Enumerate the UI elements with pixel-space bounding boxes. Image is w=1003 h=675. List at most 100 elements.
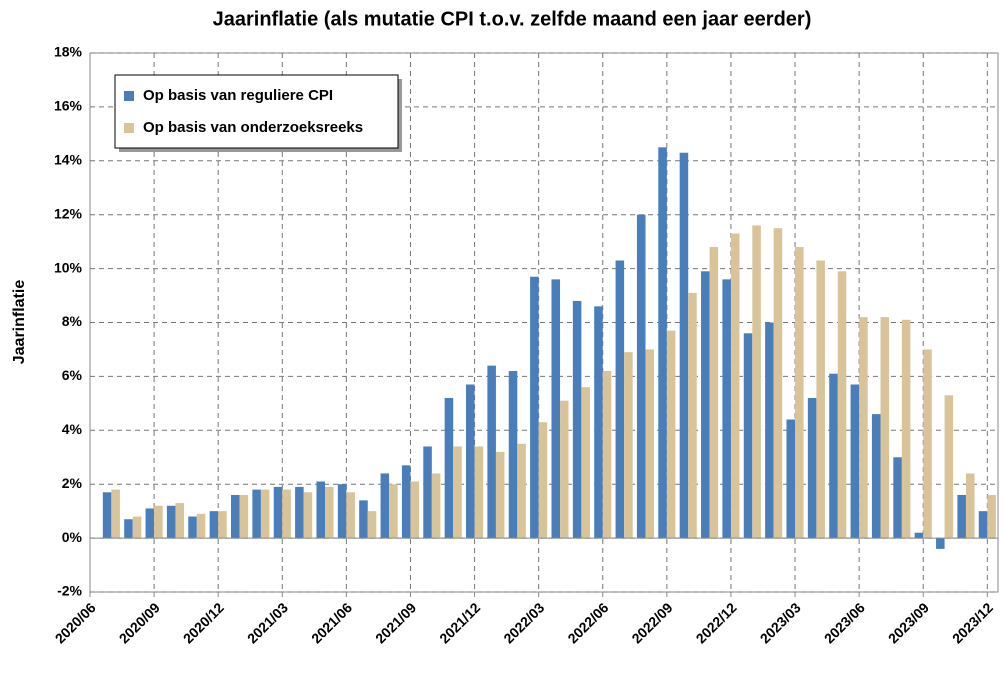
bar	[871, 414, 881, 539]
y-tick-label: 10%	[54, 259, 83, 275]
bar	[111, 489, 120, 539]
y-tick-label: 2%	[62, 475, 83, 491]
bar	[944, 395, 954, 539]
bar	[581, 387, 590, 539]
y-tick-label: 18%	[54, 44, 83, 60]
bar	[602, 371, 612, 539]
bar	[337, 484, 347, 539]
bar	[765, 322, 774, 539]
x-tick-label: 2023/09	[885, 599, 932, 646]
bar	[401, 465, 411, 539]
x-tick-label: 2020/12	[180, 599, 227, 646]
bar	[231, 494, 240, 539]
bar	[389, 484, 398, 539]
bar	[786, 419, 796, 539]
bar	[474, 446, 484, 539]
bar	[560, 400, 569, 539]
x-tick-label: 2022/03	[500, 599, 547, 646]
bar	[901, 319, 911, 539]
x-tick-label: 2021/06	[308, 599, 355, 646]
bar	[850, 384, 860, 539]
bar	[709, 247, 719, 539]
bar	[743, 333, 753, 539]
bar	[722, 279, 731, 539]
bar	[636, 214, 646, 539]
chart-title: Jaarinflatie (als mutatie CPI t.o.v. zel…	[213, 8, 812, 30]
bar	[859, 317, 868, 539]
bar	[252, 489, 261, 539]
y-tick-label: 16%	[54, 98, 83, 114]
bar	[936, 538, 945, 549]
x-tick-label: 2020/09	[116, 599, 163, 646]
bar	[538, 422, 548, 539]
bar	[239, 494, 249, 539]
bar	[431, 473, 441, 539]
bar	[551, 279, 561, 539]
bar	[965, 473, 975, 539]
x-tick-label: 2022/09	[628, 599, 675, 646]
x-tick-label: 2021/09	[372, 599, 419, 646]
bar	[978, 511, 988, 539]
y-axis-label: Jaarinflatie	[11, 280, 28, 365]
bar	[188, 516, 197, 539]
x-tick-label: 2022/06	[564, 599, 611, 646]
bar	[701, 271, 710, 539]
bar	[444, 397, 454, 539]
bar	[487, 365, 496, 539]
bar	[987, 494, 996, 539]
x-tick-label: 2023/03	[757, 599, 804, 646]
x-tick-label: 2021/12	[436, 599, 483, 646]
bar	[209, 511, 219, 539]
bar	[795, 247, 804, 539]
bar	[508, 371, 518, 539]
bar	[816, 260, 825, 539]
bar	[325, 486, 334, 539]
legend-label: Op basis van reguliere CPI	[143, 87, 333, 104]
bar	[517, 443, 526, 539]
bar	[154, 505, 163, 539]
bar	[316, 481, 326, 539]
bar	[410, 481, 420, 539]
legend	[114, 74, 399, 149]
legend-label: Op basis van onderzoeksreeks	[143, 119, 363, 136]
bar	[957, 494, 966, 539]
bar	[530, 276, 539, 539]
y-tick-label: 12%	[54, 205, 83, 221]
bar	[145, 508, 155, 539]
bar	[282, 489, 291, 539]
bar	[423, 446, 432, 539]
x-tick-label: 2022/12	[693, 599, 740, 646]
bar	[346, 492, 355, 539]
x-tick-label: 2020/06	[52, 599, 99, 646]
bar	[175, 503, 185, 539]
bar	[453, 446, 462, 539]
bar	[773, 228, 783, 539]
bar	[688, 292, 697, 539]
legend-swatch	[124, 123, 134, 133]
x-tick-label: 2023/12	[949, 599, 996, 646]
bar	[893, 457, 902, 539]
bar	[572, 300, 582, 539]
bar	[829, 373, 838, 539]
y-tick-label: 4%	[62, 421, 83, 437]
bar	[658, 147, 667, 539]
bar	[666, 330, 676, 539]
bar	[367, 511, 377, 539]
bar	[359, 500, 368, 539]
bar	[132, 516, 142, 539]
bar	[837, 271, 847, 539]
bar	[260, 489, 270, 539]
bar	[495, 451, 505, 539]
bar	[124, 519, 133, 539]
y-tick-label: -2%	[57, 583, 82, 599]
x-tick-label: 2021/03	[244, 599, 291, 646]
bar	[380, 473, 390, 539]
x-tick-label: 2023/06	[821, 599, 868, 646]
y-tick-label: 6%	[62, 367, 83, 383]
bar	[295, 486, 304, 539]
bar	[615, 260, 625, 539]
bar	[466, 384, 475, 539]
bar	[102, 492, 112, 539]
y-tick-label: 14%	[54, 152, 83, 168]
